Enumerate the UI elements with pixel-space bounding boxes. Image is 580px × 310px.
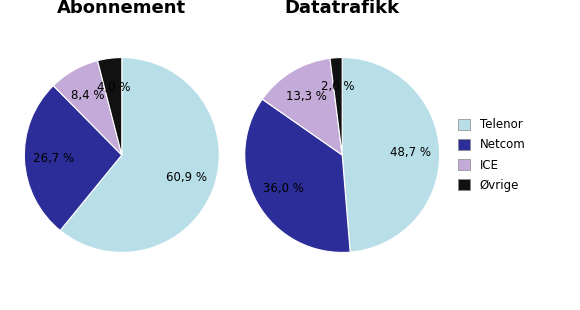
Text: 36,0 %: 36,0 % — [263, 183, 303, 196]
Wedge shape — [97, 58, 122, 155]
Wedge shape — [245, 99, 350, 252]
Text: 26,7 %: 26,7 % — [33, 152, 74, 165]
Wedge shape — [24, 86, 122, 230]
Text: 4,0 %: 4,0 % — [96, 81, 130, 94]
Wedge shape — [60, 58, 219, 252]
Text: 48,7 %: 48,7 % — [390, 146, 431, 159]
Wedge shape — [53, 61, 122, 155]
Text: 2,0 %: 2,0 % — [321, 80, 354, 93]
Text: 13,3 %: 13,3 % — [287, 90, 327, 103]
Text: 60,9 %: 60,9 % — [165, 171, 206, 184]
Title: Abonnement: Abonnement — [57, 0, 186, 17]
Title: Datatrafikk: Datatrafikk — [285, 0, 400, 17]
Wedge shape — [342, 58, 440, 252]
Wedge shape — [330, 58, 342, 155]
Legend: Telenor, Netcom, ICE, Øvrige: Telenor, Netcom, ICE, Øvrige — [458, 118, 525, 192]
Wedge shape — [262, 58, 342, 155]
Text: 8,4 %: 8,4 % — [71, 89, 105, 102]
